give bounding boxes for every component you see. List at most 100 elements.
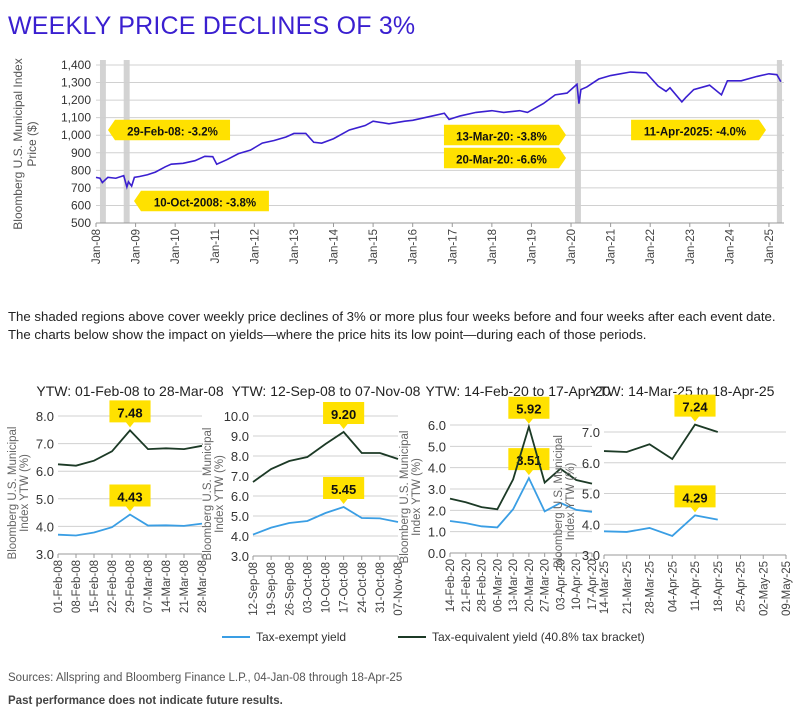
y-tick-label: 3.0 bbox=[231, 549, 249, 564]
annotation-label: 11-Apr-2025: -4.0% bbox=[644, 126, 746, 138]
x-tick-label: Jan-23 bbox=[685, 229, 697, 264]
peak-value-label: 3.51 bbox=[516, 453, 541, 468]
tax-equivalent-line bbox=[252, 430, 399, 483]
peak-value-label: 7.24 bbox=[682, 400, 708, 415]
x-tick-label: 14-Feb-20 bbox=[445, 559, 457, 612]
sources-note: Sources: Allspring and Bloomberg Finance… bbox=[8, 672, 403, 684]
chart-title: YTW: 14-Feb-20 to 17-Apr-20 bbox=[426, 383, 611, 399]
y-tick-label: 8.0 bbox=[36, 409, 54, 424]
annotation-label-bg bbox=[443, 124, 566, 146]
x-tick-label: 03-Apr-20 bbox=[555, 559, 567, 610]
chart-description: The shaded regions above cover weekly pr… bbox=[8, 309, 776, 342]
x-tick-label: 04-Apr-25 bbox=[667, 561, 679, 612]
x-tick-label: Jan-10 bbox=[170, 229, 182, 264]
y-axis-label: Bloomberg U.S. Municipal bbox=[399, 431, 411, 564]
y-tick-label: 2.0 bbox=[428, 503, 446, 518]
y-tick-label: 5.0 bbox=[428, 439, 446, 454]
x-tick-label: 18-Apr-25 bbox=[713, 561, 725, 612]
shaded-period bbox=[776, 60, 783, 223]
shaded-period bbox=[123, 60, 130, 223]
y-tick-label: 600 bbox=[71, 198, 91, 212]
y-tick-label: 4.0 bbox=[36, 519, 54, 534]
x-tick-label: 12-Sep-08 bbox=[248, 562, 260, 616]
x-tick-label: 06-Mar-20 bbox=[492, 559, 504, 612]
x-tick-label: 21-Mar-25 bbox=[622, 561, 634, 614]
annotation-label-bg bbox=[443, 147, 566, 169]
x-tick-label: 14-Mar-08 bbox=[161, 560, 173, 613]
y-tick-label: 5.0 bbox=[231, 509, 249, 524]
x-tick-label: 09-May-25 bbox=[781, 561, 793, 616]
peak-value-label-bg bbox=[323, 402, 365, 429]
x-tick-label: 17-Apr-20 bbox=[587, 559, 599, 610]
x-tick-label: 07-Mar-08 bbox=[143, 560, 155, 613]
y-axis-label: Price ($) bbox=[25, 121, 39, 166]
x-tick-label: 31-Oct-08 bbox=[375, 562, 387, 613]
x-tick-label: 22-Feb-08 bbox=[107, 560, 119, 613]
y-tick-label: 1,300 bbox=[61, 76, 91, 90]
x-tick-label: Jan-21 bbox=[606, 229, 618, 264]
yield-chart-2: YTW: 12-Sep-08 to 07-Nov-08 3.0 4.0 5.0 6.0 7… bbox=[202, 383, 421, 616]
x-tick-label: Jan-14 bbox=[329, 228, 341, 264]
y-axis-label: Bloomberg U.S. Municipal bbox=[7, 427, 19, 560]
y-tick-label: 800 bbox=[71, 163, 91, 177]
y-tick-label: 4.0 bbox=[231, 529, 249, 544]
x-tick-label: 13-Mar-20 bbox=[508, 559, 520, 612]
annotation-label: 10-Oct-2008: -3.8% bbox=[154, 197, 256, 209]
x-tick-label: 29-Feb-08 bbox=[125, 560, 137, 613]
peak-value-label: 4.43 bbox=[117, 490, 142, 505]
x-tick-label: 28-Feb-20 bbox=[477, 559, 489, 612]
y-tick-label: 1,200 bbox=[61, 93, 91, 107]
x-tick-label: 07-Nov-08 bbox=[393, 562, 405, 616]
peak-value-label-bg bbox=[508, 448, 550, 476]
y-tick-label: 4.0 bbox=[582, 517, 600, 532]
y-tick-label: 8.0 bbox=[231, 449, 249, 464]
yield-chart-1: YTW: 01-Feb-08 to 28-Mar-08 3.0 4.0 5.0 6.0 7… bbox=[7, 383, 224, 613]
y-axis-label: Bloomberg U.S. Municipal Index bbox=[11, 58, 25, 229]
legend-tax-exempt-label: Tax-exempt yield bbox=[256, 630, 346, 644]
x-tick-label: 17-Oct-08 bbox=[339, 562, 351, 613]
x-tick-label: 21-Mar-08 bbox=[179, 560, 191, 613]
x-tick-label: Jan-20 bbox=[566, 229, 578, 264]
y-tick-label: 7.0 bbox=[231, 469, 249, 484]
x-tick-label: Jan-18 bbox=[487, 229, 499, 264]
x-tick-label: Jan-15 bbox=[368, 229, 380, 264]
y-tick-label: 900 bbox=[71, 146, 91, 160]
tax-exempt-line bbox=[57, 513, 203, 537]
x-tick-label: 20-Mar-20 bbox=[524, 559, 536, 612]
x-tick-label: 11-Apr-25 bbox=[690, 561, 702, 611]
page-title: WEEKLY PRICE DECLINES OF 3% bbox=[8, 12, 416, 40]
y-tick-label: 3.0 bbox=[36, 547, 54, 562]
x-tick-label: 25-Apr-25 bbox=[736, 561, 748, 612]
x-tick-label: 27-Mar-20 bbox=[540, 559, 552, 612]
x-tick-label: 01-Feb-08 bbox=[53, 560, 65, 613]
x-tick-label: 02-May-25 bbox=[758, 561, 770, 616]
price-chart: 500 600 700 800 900 1,000 1,100 1,200 1,300 1,400… bbox=[11, 58, 784, 264]
y-tick-label: 4.0 bbox=[428, 461, 446, 476]
annotation-label-bg bbox=[134, 190, 269, 212]
y-axis-label: Index YTW (%) bbox=[214, 455, 226, 533]
y-tick-label: 6.0 bbox=[36, 464, 54, 479]
y-axis-label: Index YTW (%) bbox=[411, 458, 423, 536]
y-axis-label: Bloomberg U.S. Municipal bbox=[202, 428, 214, 561]
y-tick-label: 1,100 bbox=[61, 111, 91, 125]
x-tick-label: 24-Oct-08 bbox=[357, 562, 369, 613]
y-tick-label: 1.0 bbox=[428, 525, 446, 540]
y-tick-label: 3.0 bbox=[428, 482, 446, 497]
x-tick-label: 08-Feb-08 bbox=[71, 560, 83, 613]
x-tick-label: 19-Sep-08 bbox=[266, 562, 278, 616]
x-tick-label: Jan-13 bbox=[289, 229, 301, 264]
peak-value-label-bg bbox=[323, 477, 365, 504]
y-tick-label: 10.0 bbox=[224, 409, 249, 424]
shaded-period bbox=[574, 60, 581, 223]
y-tick-label: 9.0 bbox=[231, 429, 249, 444]
tax-equivalent-line bbox=[57, 429, 203, 467]
chart-title: YTW: 12-Sep-08 to 07-Nov-08 bbox=[232, 383, 421, 399]
x-tick-label: 15-Feb-08 bbox=[89, 560, 101, 613]
x-tick-label: Jan-11 bbox=[210, 229, 222, 263]
x-tick-label: Jan-09 bbox=[131, 229, 143, 264]
y-tick-label: 7.0 bbox=[36, 437, 54, 452]
x-tick-label: 10-Oct-08 bbox=[321, 562, 333, 613]
tax-exempt-line bbox=[603, 514, 718, 537]
tax-equivalent-line bbox=[603, 423, 719, 461]
x-tick-label: 03-Oct-08 bbox=[302, 562, 314, 613]
